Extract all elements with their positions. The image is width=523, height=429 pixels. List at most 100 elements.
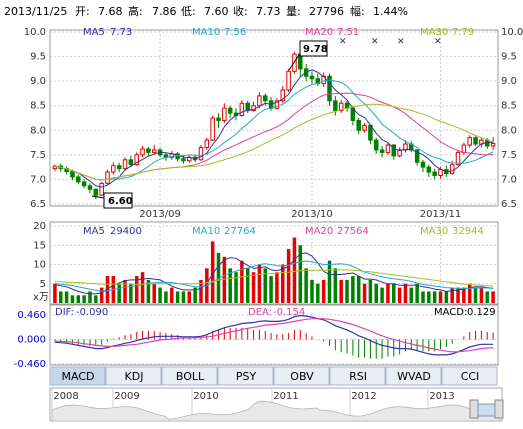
vol-ma5-legend-name: MA5 — [83, 226, 105, 237]
tab-kdj[interactable]: KDJ — [105, 366, 162, 386]
price-tick-label-right: 7.0 — [501, 174, 517, 185]
candle-body — [105, 171, 110, 184]
candle — [99, 181, 104, 197]
candle-body — [239, 102, 245, 117]
event-markers: ✕ ✕ ✕ ✕ — [339, 37, 442, 47]
candle-body — [432, 171, 437, 176]
dif-legend-value: -0.090 — [76, 307, 108, 318]
vol-ma5-legend-value: 29400 — [110, 226, 142, 237]
macd-legend-value: 0.129 — [467, 307, 496, 318]
candle-body — [426, 166, 432, 173]
timeline-year-label: 2011 — [273, 391, 298, 402]
candle-body — [420, 161, 426, 168]
volume-bar — [251, 272, 256, 303]
volume-bar — [479, 287, 484, 303]
volume-bar — [245, 268, 250, 303]
candle-body — [461, 144, 467, 153]
event-marker-icon: ✕ — [339, 37, 347, 47]
volume-bar — [64, 291, 69, 303]
timeline-navigator[interactable]: 2008 2009 2010 2011 2012 2013 — [49, 387, 504, 422]
tab-label: BOLL — [176, 370, 205, 383]
candle-body — [87, 185, 93, 190]
ma5-legend-value: 7.73 — [110, 27, 132, 38]
volume-bar — [432, 291, 437, 303]
volume-bar — [316, 283, 320, 303]
dif-legend-label: DIF: — [55, 307, 74, 318]
volume-bar — [333, 268, 338, 303]
high-callout: 9.78 — [288, 40, 328, 71]
volume-bar — [193, 287, 197, 303]
tab-background — [49, 366, 106, 386]
candle-body — [216, 117, 221, 121]
candle-body — [93, 188, 99, 196]
candle — [122, 157, 128, 171]
price-tick-label: 10.0 — [24, 27, 46, 38]
candle — [274, 98, 280, 110]
volume-bar — [356, 276, 361, 303]
volume-bar — [146, 279, 151, 303]
volume-bar — [76, 295, 81, 303]
volume-bar — [199, 279, 203, 303]
volume-bar — [88, 291, 92, 303]
high-callout-label: 9.78 — [303, 44, 328, 55]
timeline-right-handle[interactable] — [494, 399, 504, 419]
price-tick-labels-right: 10.0 9.5 9.0 8.5 8.0 7.5 7.0 6.5 — [501, 27, 523, 210]
candle — [467, 135, 472, 148]
vol-ma20-legend-name: MA20 — [305, 226, 333, 237]
event-marker-icon: ✕ — [371, 37, 379, 47]
vol-ma10-line — [54, 260, 494, 292]
tab-wvad[interactable]: WVAD — [385, 366, 442, 386]
candle-body — [151, 149, 157, 153]
volume-bar — [222, 256, 227, 303]
dea-legend-label: DEA: — [248, 307, 272, 318]
candle-body — [309, 75, 315, 80]
tab-macd[interactable]: MACD — [49, 366, 106, 386]
price-tick-label: 8.0 — [30, 125, 46, 136]
vol-ma30-legend-value: 32944 — [452, 226, 484, 237]
tab-background — [273, 366, 330, 386]
timeline-year-label: 2008 — [53, 391, 78, 402]
vol-ma10-legend-value: 27764 — [224, 226, 256, 237]
tab-rsi[interactable]: RSI — [329, 366, 386, 386]
tab-label: OBV — [290, 370, 314, 383]
volume-bar — [386, 283, 390, 303]
macd-legend: DIF: -0.090 DEA: -0.154 MACD: 0.129 — [55, 307, 496, 318]
ma10-legend-value: 7.56 — [224, 27, 246, 38]
candle-body — [327, 75, 332, 102]
timeline-selected-range[interactable] — [477, 403, 496, 417]
candle-body — [204, 139, 210, 148]
candle-body — [362, 124, 367, 131]
candle-body — [379, 149, 385, 153]
candle-body — [490, 143, 496, 147]
timeline-left-handle[interactable] — [469, 399, 479, 419]
change-label: 幅: — [350, 5, 365, 18]
candle-body — [210, 117, 215, 141]
low-callout-label: 6.60 — [108, 196, 133, 207]
tab-label: CCI — [461, 370, 480, 383]
tab-background — [161, 366, 218, 386]
open-value: 7.68 — [98, 5, 123, 18]
candle-body — [122, 159, 128, 170]
volume-bar — [485, 291, 489, 303]
dea-legend-value: -0.154 — [273, 307, 305, 318]
candle-body — [449, 164, 455, 175]
volume-bar — [427, 291, 431, 303]
volume-bar — [321, 279, 326, 303]
volume-bar — [327, 260, 332, 303]
tab-boll[interactable]: BOLL — [161, 366, 218, 386]
candle — [338, 99, 344, 114]
candle — [70, 169, 75, 181]
tab-obv[interactable]: OBV — [273, 366, 330, 386]
candle — [309, 71, 315, 84]
candle-body — [368, 124, 373, 141]
candle — [391, 144, 397, 160]
candle — [93, 188, 99, 200]
tab-psy[interactable]: PSY — [217, 366, 274, 386]
candle-body — [146, 148, 151, 153]
indicator-tabs: MACD KDJ BOLL PSY OBV RSI WVAD CCI — [49, 366, 498, 386]
candle — [362, 122, 367, 133]
macd-histogram — [54, 327, 494, 359]
candle-body — [373, 139, 379, 151]
candle — [111, 162, 116, 175]
tab-cci[interactable]: CCI — [441, 366, 498, 386]
